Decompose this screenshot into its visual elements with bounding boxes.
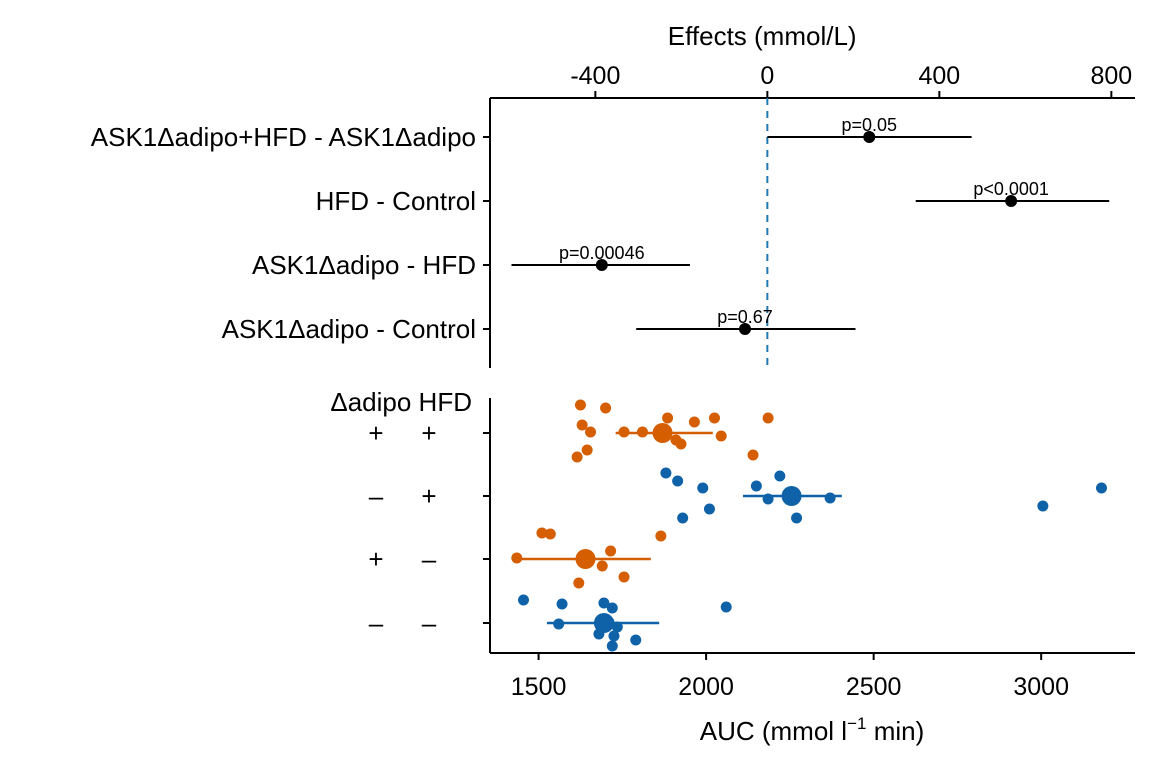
comparison-label: ASK1Δadipo - Control (222, 314, 476, 344)
p-value-label: p=0.67 (717, 307, 773, 327)
hfd-level-label: + (421, 481, 436, 511)
auc-axis-title-main: AUC (mmol l (700, 716, 847, 746)
hfd-level-label: – (422, 544, 437, 574)
data-point (573, 577, 585, 589)
data-point (675, 438, 687, 450)
data-point (715, 430, 727, 442)
comparison-label: ASK1Δadipo - HFD (252, 250, 476, 280)
data-point (677, 512, 689, 524)
hfd-level-label: – (422, 608, 437, 638)
auc-tick-label: 2000 (678, 673, 734, 701)
data-point (697, 482, 709, 494)
data-point (605, 545, 617, 557)
data-point (791, 512, 803, 524)
data-point (688, 416, 700, 428)
estimate-point (738, 323, 751, 335)
data-point (596, 560, 608, 572)
estimate-point (595, 259, 608, 271)
data-point (708, 412, 720, 424)
data-point (581, 444, 593, 456)
group-mean-point (781, 486, 802, 506)
effects-panel: Effects (mmol/L) -400 0 400 800 ASK1Δadipo+HF… (91, 21, 1135, 368)
estimate-point (1005, 195, 1018, 207)
data-point (576, 419, 588, 431)
adipo-level-label: – (369, 481, 384, 511)
group-mean-point (652, 423, 673, 443)
data-point (544, 528, 556, 540)
data-point (600, 402, 612, 414)
data-point (571, 451, 583, 463)
p-value-label: p<0.0001 (973, 179, 1049, 199)
auc-tick-label: 2500 (846, 673, 902, 701)
data-point (747, 449, 759, 461)
effects-tick-label: -400 (570, 62, 620, 90)
auc-tick-label: 1500 (511, 673, 567, 701)
data-point (618, 571, 630, 583)
p-value-label: p=0.05 (841, 115, 897, 135)
data-point (824, 492, 836, 504)
auc-axis-title-tail: min) (866, 716, 924, 746)
effects-tick-label: 400 (918, 62, 960, 90)
data-point (1095, 482, 1107, 494)
data-point (662, 412, 674, 424)
data-point (774, 470, 786, 482)
data-point (606, 602, 618, 614)
auc-tick-label: 3000 (1013, 673, 1069, 701)
data-point (608, 630, 620, 642)
data-point (762, 412, 774, 424)
adipo-level-label: + (368, 544, 383, 574)
data-point (750, 480, 762, 492)
auc-axis-title: AUC (mmol l−1 min) (700, 714, 925, 746)
p-value-label: p=0.00046 (559, 243, 645, 263)
hfd-level-label: + (421, 418, 436, 448)
adipo-level-label: – (369, 608, 384, 638)
data-point (518, 594, 530, 606)
data-point (536, 527, 548, 539)
data-point (598, 597, 610, 609)
effects-tick-label: 800 (1090, 62, 1132, 90)
data-point (1037, 500, 1049, 512)
adipo-level-label: + (368, 418, 383, 448)
group-mean-point (575, 549, 596, 569)
data-point (703, 503, 715, 515)
auc-panel: 1500 2000 2500 3000 AUC (mmol l−1 min) Δadipo… (330, 387, 1135, 746)
data-point (630, 634, 642, 646)
data-point (720, 601, 732, 613)
effects-tick-label: 0 (760, 62, 774, 90)
data-point (556, 598, 568, 610)
effects-axis-title: Effects (mmol/L) (668, 21, 857, 51)
auc-axis-title-sup: −1 (847, 714, 866, 733)
estimate-point (863, 131, 876, 143)
data-point (655, 530, 667, 542)
data-point (660, 467, 672, 479)
comparison-label: HFD - Control (316, 186, 476, 216)
data-point (585, 426, 597, 438)
data-point (574, 399, 586, 411)
group-mean-point (593, 613, 614, 633)
data-point (672, 475, 684, 487)
factor-header: Δadipo HFD (330, 387, 472, 417)
data-point (606, 640, 618, 652)
comparison-label: ASK1Δadipo+HFD - ASK1Δadipo (91, 122, 476, 152)
